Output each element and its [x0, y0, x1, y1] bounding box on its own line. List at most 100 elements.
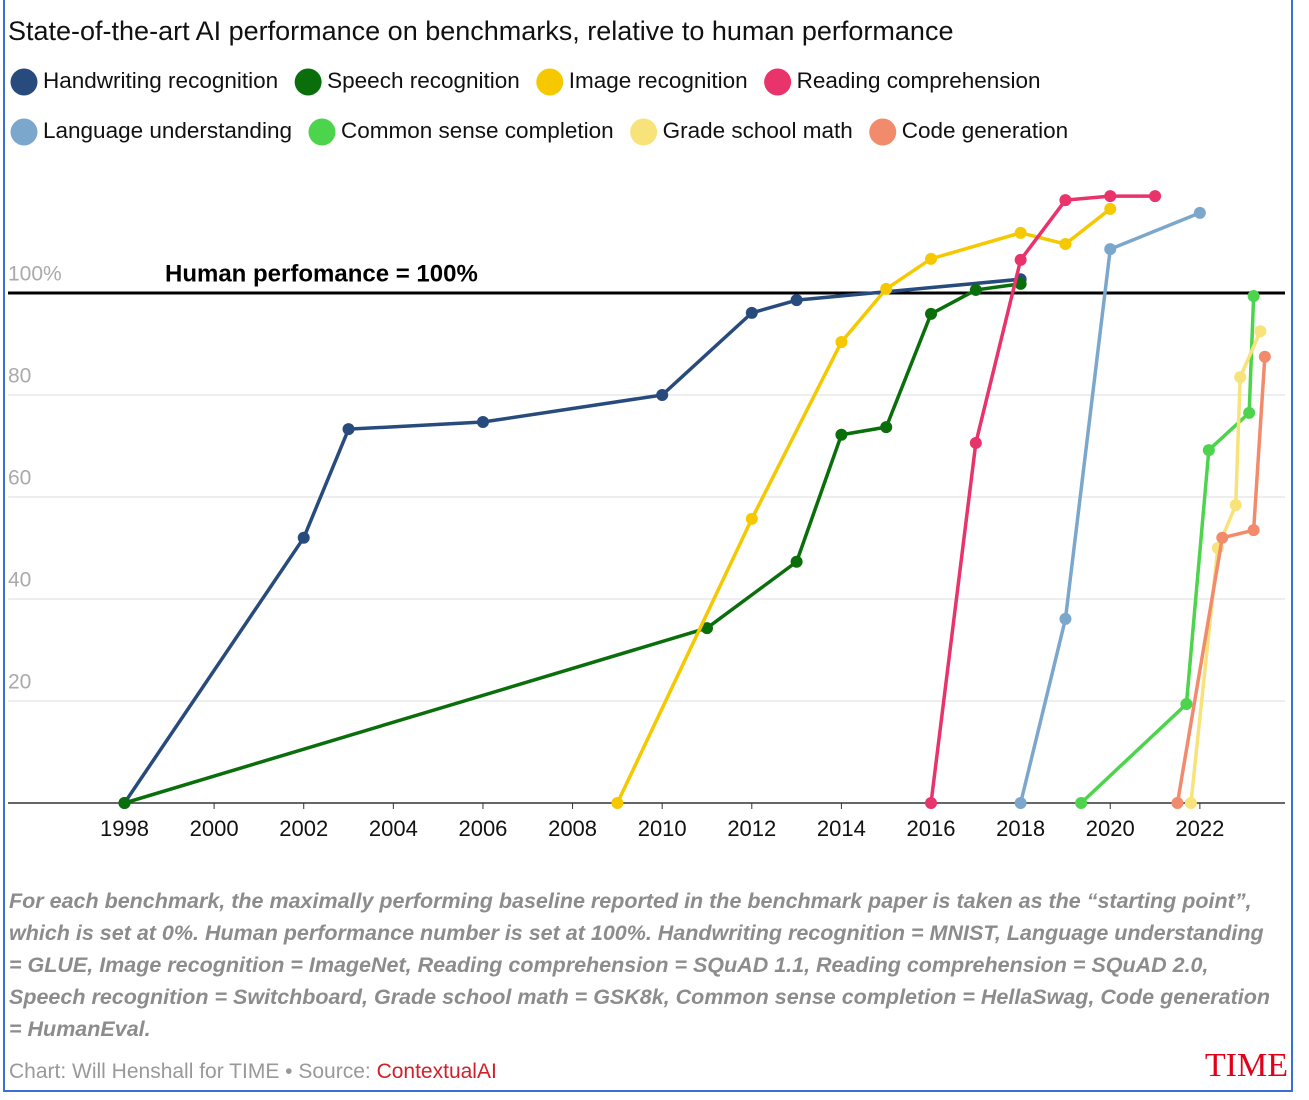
legend-label: Grade school math: [663, 118, 853, 143]
data-point: [476, 416, 489, 429]
legend-item: Language understanding: [10, 118, 292, 146]
data-point: [1202, 444, 1215, 457]
legend-swatch: [536, 68, 564, 96]
y-tick-label: 60: [8, 467, 31, 490]
data-point: [835, 335, 848, 348]
data-point: [1059, 238, 1072, 251]
data-point: [1059, 612, 1072, 625]
data-point: [1014, 797, 1027, 809]
y-tick-label: 80: [8, 365, 31, 388]
data-point: [1234, 371, 1247, 384]
data-point: [745, 306, 758, 319]
legend-swatch: [294, 68, 322, 96]
x-tick-label: 2018: [996, 816, 1045, 841]
x-tick-label: 2012: [727, 816, 776, 841]
legend-label: Image recognition: [569, 68, 748, 93]
x-tick-label: 2020: [1086, 816, 1135, 841]
data-point: [969, 436, 982, 449]
legend-swatch: [630, 118, 658, 146]
data-point: [1184, 797, 1197, 809]
data-point: [1014, 253, 1027, 266]
y-tick-label: 40: [8, 569, 31, 592]
data-point: [297, 531, 310, 544]
legend-item: Speech recognition: [294, 68, 520, 96]
data-point: [969, 283, 982, 296]
source-credit: Chart: Will Henshall for TIME • Source: …: [9, 1060, 497, 1083]
legend-item: Handwriting recognition: [10, 68, 278, 96]
series-line: [1175, 356, 1267, 804]
legend-item: Common sense completion: [308, 118, 614, 146]
footnote: For each benchmark, the maximally perfor…: [9, 889, 1271, 1041]
data-point: [656, 389, 669, 401]
series-line: [123, 282, 1021, 805]
x-tick-label: 2006: [458, 816, 507, 841]
series-line: [615, 207, 1112, 804]
legend-label: Speech recognition: [327, 68, 520, 93]
data-point: [1059, 194, 1072, 207]
series-line: [1079, 295, 1256, 805]
series-line: [1018, 211, 1201, 804]
frame: [3, 0, 1293, 1092]
legend-swatch: [308, 118, 336, 146]
x-tick-label: 2022: [1175, 816, 1224, 841]
data-point: [342, 423, 355, 436]
data-point: [1075, 797, 1088, 809]
legend-swatch: [10, 68, 38, 96]
x-tick-label: 2002: [279, 816, 328, 841]
data-point: [1247, 290, 1260, 303]
data-point: [835, 428, 848, 441]
series-line: [123, 277, 1021, 804]
y-tick-label: 20: [8, 671, 31, 694]
data-point: [1216, 531, 1229, 544]
x-tick-label: 2016: [907, 816, 956, 841]
legend-item: Image recognition: [536, 68, 748, 96]
x-tick-label: 2004: [369, 816, 418, 841]
data-point: [1149, 190, 1162, 203]
x-tick-label: 2010: [638, 816, 687, 841]
x-tick-label: 2014: [817, 816, 866, 841]
y-tick-label: 100%: [8, 263, 62, 286]
legend-item: Reading comprehension: [764, 68, 1041, 96]
data-point: [790, 294, 803, 307]
data-point: [1254, 325, 1267, 338]
data-point: [880, 282, 893, 295]
x-tick-label: 2000: [190, 816, 239, 841]
data-point: [611, 797, 624, 809]
legend-label: Handwriting recognition: [43, 68, 278, 93]
data-point: [700, 622, 713, 635]
data-point: [1104, 243, 1117, 256]
data-point: [1243, 406, 1256, 419]
data-point: [1104, 202, 1117, 215]
logo: TIME: [1205, 1047, 1288, 1084]
legend-swatch: [10, 118, 38, 146]
data-point: [1193, 206, 1206, 219]
credit: Chart: Will Henshall for TIME • Source:: [9, 1060, 377, 1083]
data-point: [1258, 350, 1271, 363]
data-point: [790, 555, 803, 568]
data-point: [925, 307, 938, 320]
x-tick-label: 1998: [100, 816, 149, 841]
legend-item: Code generation: [869, 118, 1068, 146]
data-point: [925, 252, 938, 265]
data-point: [745, 512, 758, 525]
legend-label: Language understanding: [43, 118, 292, 143]
data-point: [880, 421, 893, 434]
data-point: [1014, 277, 1027, 290]
source-link[interactable]: ContextualAI: [377, 1060, 497, 1083]
legend-swatch: [869, 118, 897, 146]
data-point: [1171, 797, 1184, 809]
legend-label: Reading comprehension: [797, 68, 1041, 93]
data-point: [1180, 698, 1193, 711]
data-point: [925, 797, 938, 809]
series-line: [929, 194, 1156, 804]
legend-label: Common sense completion: [341, 118, 614, 143]
legend-label: Code generation: [902, 118, 1068, 143]
data-point: [1014, 226, 1027, 239]
legend-item: Grade school math: [630, 118, 853, 146]
data-point: [118, 797, 131, 809]
data-point: [1104, 190, 1117, 203]
reference-label: Human perfomance = 100%: [165, 260, 478, 287]
legend-swatch: [764, 68, 792, 96]
